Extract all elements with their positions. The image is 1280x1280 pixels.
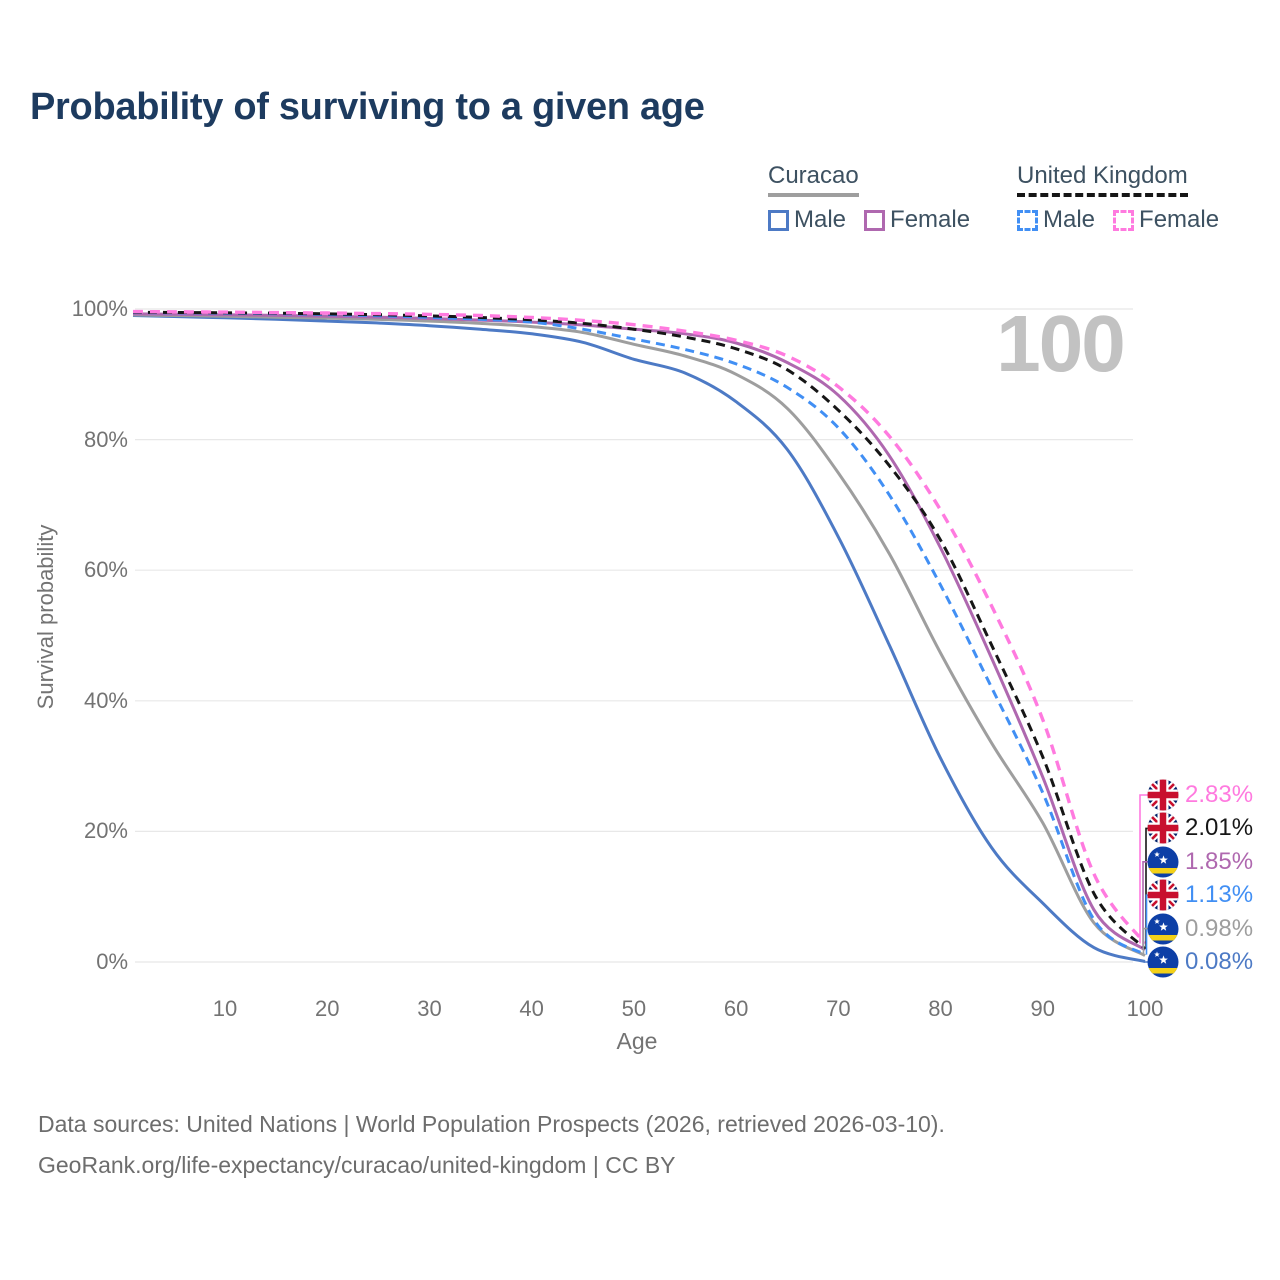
legend-item-united-kingdom-female[interactable]: Female bbox=[1113, 206, 1219, 234]
y-tick-100: 100% bbox=[71, 296, 128, 321]
curacao-flag-icon bbox=[1147, 913, 1179, 945]
x-tick-100: 100 bbox=[1126, 996, 1164, 1021]
y-tick-80: 80% bbox=[83, 426, 128, 452]
curve-uk-both[interactable] bbox=[132, 310, 1147, 950]
x-tick-80: 80 bbox=[928, 996, 953, 1021]
curve-curacao-both[interactable] bbox=[132, 313, 1146, 957]
legend-item-label: Male bbox=[794, 206, 847, 233]
x-tick-10: 10 bbox=[212, 996, 238, 1021]
legend-swatch-curacao-female bbox=[864, 209, 886, 231]
legend-item-label: Female bbox=[1139, 206, 1220, 233]
y-tick-0: 0% bbox=[96, 949, 128, 974]
legend-items: Male Female bbox=[768, 206, 970, 234]
end-label-uk-male[interactable]: 1.13% bbox=[1147, 878, 1253, 912]
end-label-value: 1.13% bbox=[1185, 881, 1254, 909]
legend-group-title-curacao[interactable]: Curacao bbox=[768, 162, 859, 197]
y-tick-40: 40% bbox=[83, 687, 128, 713]
end-label-uk-female[interactable]: 2.83% bbox=[1147, 778, 1253, 812]
end-label-value: 0.98% bbox=[1185, 914, 1254, 942]
x-tick-60: 60 bbox=[723, 996, 749, 1021]
legend-item-label: Female bbox=[890, 206, 971, 233]
x-tick-20: 20 bbox=[314, 996, 340, 1021]
end-label-value: 1.85% bbox=[1185, 847, 1254, 875]
legend-group-title-united-kingdom[interactable]: United Kingdom bbox=[1017, 162, 1188, 197]
uk-flag-icon bbox=[1147, 812, 1179, 844]
uk-flag-icon bbox=[1147, 879, 1179, 911]
curve-curacao-male[interactable] bbox=[132, 314, 1146, 963]
end-label-curacao-both[interactable]: 0.98% bbox=[1147, 912, 1253, 946]
legend-swatch-curacao-male bbox=[768, 209, 789, 231]
x-tick-50: 50 bbox=[621, 996, 647, 1021]
curve-uk-female[interactable] bbox=[132, 309, 1147, 945]
page-title: Probability of surviving to a given age bbox=[30, 86, 705, 128]
end-label-connector-uk-female bbox=[1139, 794, 1150, 944]
legend-item-label: Male bbox=[1043, 206, 1096, 233]
x-tick-40: 40 bbox=[519, 996, 544, 1021]
uk-flag-icon bbox=[1147, 779, 1179, 811]
end-label-curacao-male[interactable]: 0.08% bbox=[1147, 945, 1253, 979]
end-label-value: 2.83% bbox=[1185, 781, 1254, 808]
footer-sources-line: Data sources: United Nations | World Pop… bbox=[38, 1111, 945, 1137]
curve-uk-male[interactable] bbox=[132, 311, 1146, 956]
footer-attribution-line: GeoRank.org/life-expectancy/curacao/unit… bbox=[38, 1152, 676, 1178]
x-tick-90: 90 bbox=[1030, 996, 1055, 1021]
legend-swatch-united-kingdom-female bbox=[1113, 209, 1135, 231]
footer: Data sources: United Nations | World Pop… bbox=[38, 1104, 945, 1186]
legend-group-curacao: Curacao Male Female bbox=[768, 162, 970, 234]
legend-item-curacao-male[interactable]: Male bbox=[768, 206, 846, 234]
end-label-value: 2.01% bbox=[1185, 814, 1254, 842]
legend-item-united-kingdom-male[interactable]: Male bbox=[1017, 206, 1095, 234]
x-tick-70: 70 bbox=[826, 996, 851, 1021]
legend-items: Male Female bbox=[1017, 206, 1219, 234]
legend-group-united-kingdom: United Kingdom Male Female bbox=[1017, 162, 1219, 234]
y-tick-60: 60% bbox=[83, 557, 128, 583]
end-label-curacao-female[interactable]: 1.85% bbox=[1147, 845, 1253, 879]
curacao-flag-icon bbox=[1147, 946, 1179, 978]
age-watermark: 100 bbox=[996, 299, 1123, 388]
curacao-flag-icon bbox=[1147, 846, 1179, 878]
legend-item-curacao-female[interactable]: Female bbox=[864, 206, 970, 234]
y-tick-20: 20% bbox=[83, 818, 128, 844]
end-label-value: 0.08% bbox=[1185, 948, 1254, 975]
curve-curacao-female[interactable] bbox=[132, 312, 1146, 952]
x-axis-title: Age bbox=[616, 1028, 658, 1054]
legend-swatch-united-kingdom-male bbox=[1017, 209, 1038, 231]
x-tick-30: 30 bbox=[417, 996, 442, 1021]
end-label-uk-both[interactable]: 2.01% bbox=[1147, 811, 1253, 845]
